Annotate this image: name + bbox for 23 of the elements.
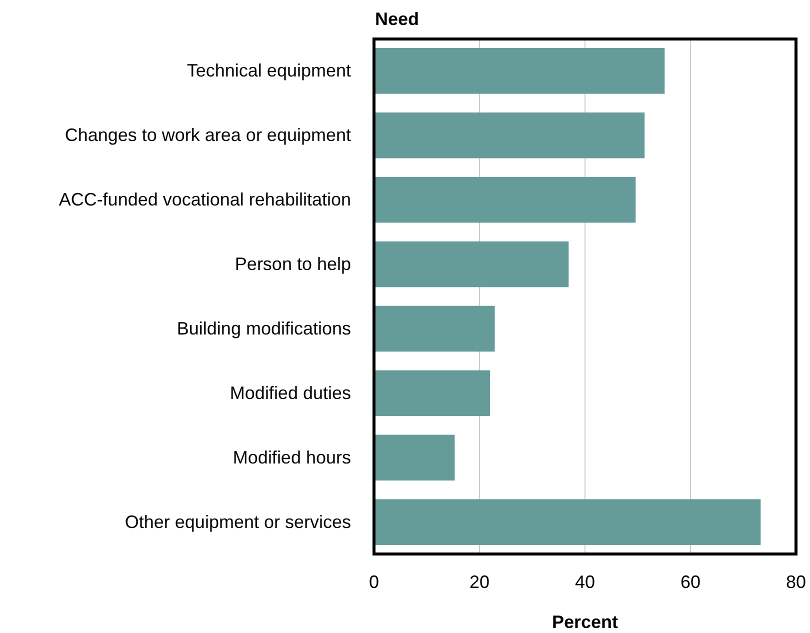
y-tick-label: Modified duties [230, 382, 351, 403]
x-tick-label: 20 [469, 572, 490, 592]
y-tick-label: Technical equipment [186, 60, 351, 81]
y-tick-label: Other equipment or services [124, 512, 351, 532]
x-tick-label: 60 [680, 572, 701, 592]
bar [374, 112, 645, 158]
x-axis-title: Percent [552, 612, 618, 632]
bar [374, 241, 569, 288]
x-tick-label: 80 [786, 572, 806, 592]
x-tick-label: 0 [368, 572, 380, 592]
x-tick-label: 40 [574, 572, 596, 592]
bar [374, 499, 761, 545]
y-tick-label: Modified hours [232, 447, 351, 468]
y-tick-label: ACC-funded vocational rehabilitation [58, 190, 351, 210]
bar [374, 176, 636, 223]
y-tick-label: Building modifications [176, 318, 351, 338]
bar [374, 48, 665, 94]
y-tick-label: Changes to work area or equipment [64, 125, 351, 146]
y-tick-label: Person to help [234, 254, 351, 274]
y-axis-title: Need [375, 9, 420, 29]
bar [374, 370, 490, 416]
bar [374, 306, 495, 352]
bar [374, 434, 455, 481]
